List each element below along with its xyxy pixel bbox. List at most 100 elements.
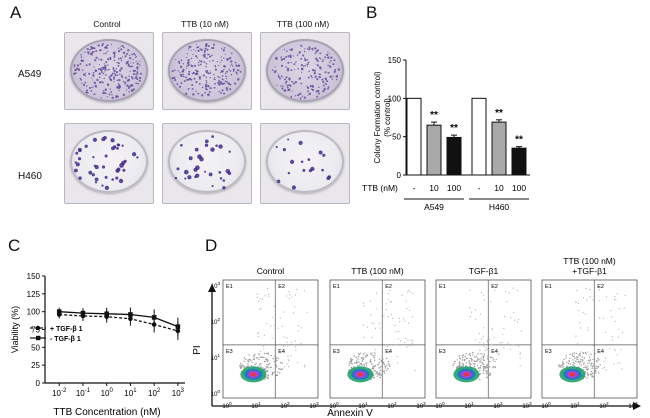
event-dot [266,323,268,325]
colony-dot [104,175,108,179]
colony-dot [204,92,206,94]
colony-dot [121,75,123,78]
x-tick-label: 100 [541,401,551,410]
event-dot [475,360,477,362]
event-dot [390,300,392,303]
event-dot [575,335,577,337]
event-dot [573,365,575,367]
panel-c-letter: C [8,236,21,255]
group-label: H460 [489,202,510,212]
event-dot [277,327,279,329]
colony-dot [195,90,197,92]
bar [511,147,527,176]
event-dot [463,359,466,362]
colony-dot [196,47,198,49]
colony-dot [193,49,195,51]
colony-dot [111,146,115,151]
event-dot [594,369,597,372]
event-dot [381,365,383,367]
colony-dot [287,171,291,175]
event-dot [381,373,384,375]
colony-dot [229,88,232,91]
colony-dot [74,69,77,71]
colony-dot [111,96,114,100]
event-dot [620,349,622,351]
event-dot [381,356,383,358]
event-dot [370,314,372,316]
colony-dot [81,82,83,84]
colony-dot [194,147,199,152]
event-dot [372,365,374,367]
event-dot [619,362,621,364]
colony-dot [177,60,180,63]
colony-dot [122,46,125,49]
colony-dot [223,57,225,59]
event-dot [371,336,373,339]
event-dot [574,357,576,359]
x-tick-label: 102 [280,401,290,410]
group-label: A549 [424,202,444,212]
colony-dot [130,62,132,64]
colony-dot [206,93,209,96]
colony-dot [204,47,207,50]
colony-dot [285,66,287,68]
colony-dot [321,60,324,63]
colony-dot [308,46,311,49]
event-dot [373,323,375,325]
colony-dot [87,51,90,54]
event-dot [375,371,378,374]
colony-dot [84,72,87,75]
colony-dot [190,57,193,60]
event-dot [275,357,277,359]
colony-dot [319,52,322,55]
colony-dot [219,80,222,83]
colony-dot [110,91,113,93]
event-dot [357,364,359,367]
colony-dot [286,86,289,89]
colony-dot [118,73,121,75]
event-dot [288,360,290,362]
colony-dot [84,74,86,77]
event-dot [613,348,615,350]
colony-dot [218,171,222,174]
colony-dot [223,92,226,95]
colony-dot [230,73,232,76]
event-dot [255,362,257,364]
x-tick-label: 103 [416,401,426,410]
event-dot [274,324,276,326]
colony-dot [102,72,105,75]
event-dot [474,309,476,311]
event-dot [491,329,493,331]
colony-dot [79,77,82,80]
colony-dot [112,66,115,69]
event-dot [568,360,570,363]
event-dot [258,353,260,355]
event-dot [410,339,412,341]
colony-dot [190,50,192,52]
event-dot [486,373,488,375]
colony-dot [280,56,282,58]
event-dot [471,311,473,313]
event-dot [569,353,571,355]
event-dot [596,360,598,362]
colony-dot [272,69,274,71]
event-dot [588,360,590,362]
colony-dot [137,72,139,75]
colony-dot [203,53,206,57]
colony-dot [122,80,124,83]
event-dot [589,296,591,298]
event-dot [374,327,377,329]
event-dot [283,366,286,368]
event-dot [506,301,508,303]
colony-dot [185,92,188,95]
x-axis-label: TTB Concentration (nM) [53,407,160,418]
colony-dot [85,91,88,94]
event-dot [567,362,570,365]
colony-dot [104,71,106,73]
colony-dot [91,53,93,55]
event-dot [482,363,484,365]
event-dot [487,372,490,374]
flow-panel-title: TGF-β1 [469,266,499,276]
event-dot [241,365,243,368]
colony-dot [221,78,224,80]
